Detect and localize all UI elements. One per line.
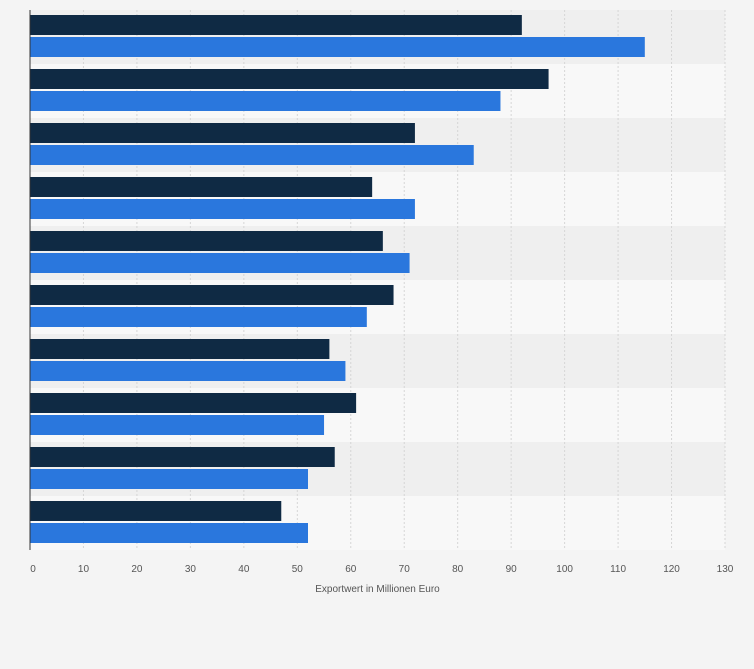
bar-series-1[interactable] — [30, 69, 549, 89]
x-tick-label: 50 — [292, 564, 304, 575]
x-tick-label: 60 — [345, 564, 357, 575]
bar-series-1[interactable] — [30, 123, 415, 143]
bar-series-2[interactable] — [30, 37, 645, 57]
bar-series-2[interactable] — [30, 199, 415, 219]
bar-series-2[interactable] — [30, 307, 367, 327]
x-tick-label: 80 — [452, 564, 464, 575]
bar-series-1[interactable] — [30, 177, 373, 197]
x-tick-label: 100 — [556, 564, 573, 575]
x-tick-labels: 0 10 20 30 40 50 60 70 80 90 100 110 120 130 — [30, 564, 734, 575]
x-tick-label: 20 — [131, 564, 143, 575]
bar-series-1[interactable] — [30, 15, 522, 35]
bar-series-1[interactable] — [30, 285, 394, 305]
x-tick-label: 30 — [185, 564, 197, 575]
bar-series-1[interactable] — [30, 447, 335, 467]
bar-series-2[interactable] — [30, 469, 308, 489]
bar-series-1[interactable] — [30, 501, 282, 521]
bar-series-2[interactable] — [30, 145, 474, 165]
bar-series-2[interactable] — [30, 523, 308, 543]
bar-series-1[interactable] — [30, 339, 330, 359]
bar-series-2[interactable] — [30, 361, 346, 381]
x-tick-label: 10 — [78, 564, 90, 575]
bar-series-1[interactable] — [30, 231, 383, 251]
bar-series-2[interactable] — [30, 415, 325, 435]
bars — [30, 15, 645, 543]
bar-series-2[interactable] — [30, 253, 410, 273]
x-tick-label: 130 — [717, 564, 734, 575]
bar-series-1[interactable] — [30, 393, 357, 413]
x-tick-label: 70 — [399, 564, 411, 575]
x-tick-label: 110 — [610, 564, 626, 575]
x-axis-title: Exportwert in Millionen Euro — [315, 584, 440, 595]
x-tick-label: 120 — [663, 564, 680, 575]
x-tick-label: 90 — [506, 564, 518, 575]
x-tick-label: 0 — [30, 564, 36, 575]
bar-series-2[interactable] — [30, 91, 501, 111]
x-tick-label: 40 — [238, 564, 250, 575]
